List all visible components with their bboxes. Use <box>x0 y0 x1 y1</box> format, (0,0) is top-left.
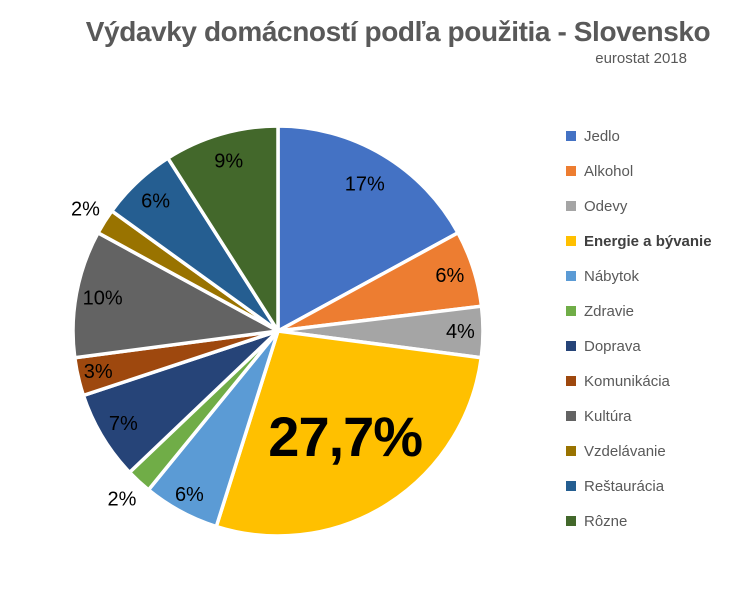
legend-swatch-icon <box>566 201 576 211</box>
legend-label: Energie a bývanie <box>584 232 712 250</box>
pie-label-doprava: 7% <box>109 413 138 435</box>
legend-label: Jedlo <box>584 127 620 145</box>
legend-swatch-icon <box>566 376 576 386</box>
pie-label-kultura: 10% <box>83 287 123 309</box>
pie-label-nabytok: 6% <box>175 484 204 506</box>
legend-item-restauracia: Reštaurácia <box>566 476 712 496</box>
legend-item-rozne: Rôzne <box>566 511 712 531</box>
legend-item-kultura: Kultúra <box>566 406 712 426</box>
legend-swatch-icon <box>566 271 576 281</box>
legend-item-jedlo: Jedlo <box>566 126 712 146</box>
pie-label-energie-a-byvanie: 27,7% <box>268 405 422 468</box>
legend-swatch-icon <box>566 341 576 351</box>
legend-label: Kultúra <box>584 407 632 425</box>
pie-label-zdravie: 2% <box>108 489 137 511</box>
legend-swatch-icon <box>566 481 576 491</box>
legend-item-nabytok: Nábytok <box>566 266 712 286</box>
legend-label: Zdravie <box>584 302 635 320</box>
legend-label: Alkohol <box>584 162 634 180</box>
pie-slice-rozne <box>166 124 280 333</box>
pie-slice-energie-a-byvanie <box>214 329 483 538</box>
pie-slice-kultura <box>71 231 280 360</box>
legend-label: Rôzne <box>584 512 628 530</box>
chart-title: Výdavky domácností podľa použitia - Slov… <box>85 16 711 47</box>
pie-label-jedlo: 17% <box>345 174 385 196</box>
pie-label-vzdelavanie: 2% <box>71 199 100 221</box>
legend-item-odevy: Odevy <box>566 196 712 216</box>
legend-item-energie-a-byvanie: Energie a bývanie <box>566 231 712 251</box>
legend: Jedlo Alkohol Odevy Energie a bývanie Nábyto… <box>566 126 712 546</box>
legend-item-alkohol: Alkohol <box>566 161 712 181</box>
legend-swatch-icon <box>566 131 576 141</box>
legend-label: Doprava <box>584 337 641 355</box>
pie-slice-jedlo <box>276 124 460 333</box>
pie-label-restauracia: 6% <box>141 190 170 212</box>
legend-item-komunikacia: Komunikácia <box>566 371 712 391</box>
pie-label-komunikacia: 3% <box>84 361 113 383</box>
pie-label-odevy: 4% <box>446 321 475 343</box>
legend-swatch-icon <box>566 306 576 316</box>
pie-label-alkohol: 6% <box>435 265 464 287</box>
legend-swatch-icon <box>566 236 576 246</box>
legend-label: Nábytok <box>584 267 640 285</box>
legend-swatch-icon <box>566 411 576 421</box>
legend-label: Vzdelávanie <box>584 442 666 460</box>
legend-item-vzdelavanie: Vzdelávanie <box>566 441 712 461</box>
legend-swatch-icon <box>566 516 576 526</box>
legend-item-zdravie: Zdravie <box>566 301 712 321</box>
legend-label: Reštaurácia <box>584 477 665 495</box>
legend-item-doprava: Doprava <box>566 336 712 356</box>
legend-label: Komunikácia <box>584 372 670 390</box>
legend-swatch-icon <box>566 446 576 456</box>
legend-label: Odevy <box>584 197 628 215</box>
legend-swatch-icon <box>566 166 576 176</box>
pie-label-rozne: 9% <box>214 151 243 173</box>
chart-subtitle: eurostat 2018 <box>595 50 687 67</box>
